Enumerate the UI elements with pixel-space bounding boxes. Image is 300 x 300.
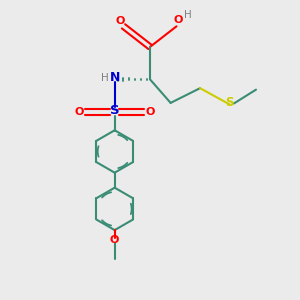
Text: S: S (225, 96, 234, 110)
Text: H: H (101, 73, 109, 83)
Text: S: S (110, 104, 119, 117)
Text: O: O (146, 107, 155, 117)
Text: N: N (110, 71, 120, 84)
Text: O: O (74, 107, 83, 117)
Text: O: O (173, 15, 183, 25)
Text: H: H (184, 10, 192, 20)
Text: O: O (115, 16, 125, 26)
Text: O: O (110, 235, 119, 245)
